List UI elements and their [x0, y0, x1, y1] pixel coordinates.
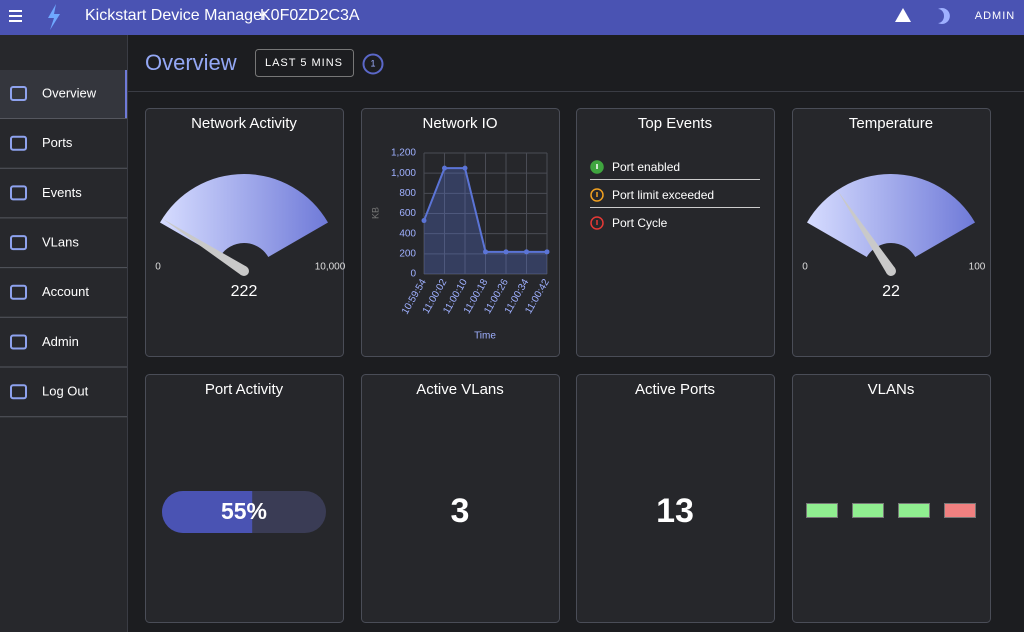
range-label: LAST 5 MINS	[265, 57, 343, 69]
card-title: Temperature	[849, 115, 933, 132]
nav-icon	[10, 235, 27, 251]
card-title: Port Activity	[205, 381, 284, 398]
x-axis-label: Time	[474, 331, 496, 342]
refresh-timer[interactable]	[362, 53, 384, 75]
card	[361, 374, 560, 623]
sidebar	[0, 35, 127, 632]
nav-icon	[10, 86, 27, 101]
nav-item-active	[0, 70, 127, 118]
point	[503, 249, 509, 255]
y-axis-label: KB	[370, 207, 380, 219]
nav-label: Account	[42, 284, 89, 299]
event-icon	[590, 216, 604, 230]
point	[462, 165, 468, 171]
card-title: Network Activity	[191, 115, 297, 132]
y-tick-label: 1,000	[391, 168, 416, 179]
gauge-value: 22	[882, 283, 900, 300]
card	[361, 108, 560, 357]
point	[442, 165, 447, 171]
nav-icon	[10, 384, 27, 400]
gauge-arc	[159, 174, 329, 257]
nav-icon	[10, 185, 27, 201]
app-bar	[0, 0, 1024, 35]
gauge-needle	[837, 190, 896, 274]
menu-button[interactable]	[9, 10, 22, 22]
card-title: Network IO	[422, 115, 497, 132]
progress-fill	[162, 491, 253, 533]
app-title: Kickstart Device Manager	[85, 7, 268, 24]
vlan-status	[898, 503, 930, 518]
event-text: Port limit exceeded	[612, 188, 714, 202]
y-tick-label: 0	[410, 269, 416, 280]
count-value: 13	[656, 492, 694, 530]
card-title: VLANs	[868, 381, 915, 398]
user-menu[interactable]: ADMIN	[975, 10, 1015, 22]
nav-icon	[10, 334, 27, 350]
nav-icon	[10, 135, 27, 151]
area	[424, 168, 547, 274]
gauge-needle	[162, 218, 247, 276]
progress-label: 55%	[221, 498, 267, 524]
page-title: Overview	[145, 50, 237, 75]
y-tick-label: 600	[399, 208, 416, 219]
point	[421, 218, 427, 224]
event-text: Port enabled	[612, 160, 680, 174]
gauge-arc	[806, 174, 976, 257]
nav-label: Admin	[42, 334, 79, 349]
alerts-icon[interactable]	[895, 8, 911, 22]
gauge-max: 100	[969, 262, 986, 273]
nav-label: VLans	[42, 235, 79, 250]
y-tick-label: 1,200	[391, 148, 416, 159]
point	[524, 249, 529, 255]
point	[483, 249, 488, 255]
nav-icon	[10, 284, 27, 300]
y-tick-label: 200	[399, 248, 416, 259]
gauge-value: 222	[231, 283, 258, 300]
nav-label: Log Out	[42, 384, 89, 399]
card	[792, 374, 991, 623]
vlan-status	[852, 503, 884, 518]
gauge-min: 0	[155, 262, 161, 273]
event-text: Port Cycle	[612, 216, 668, 230]
theme-toggle[interactable]	[938, 7, 950, 25]
logo	[48, 4, 60, 30]
y-tick-label: 800	[399, 188, 416, 199]
gauge-min: 0	[802, 262, 808, 273]
gauge-hub	[239, 266, 249, 276]
point	[544, 249, 550, 255]
nav-label: Overview	[42, 85, 97, 100]
card	[576, 374, 775, 623]
vlan-status	[806, 503, 838, 518]
y-tick-label: 400	[399, 228, 416, 239]
card	[576, 108, 775, 357]
card-title: Top Events	[638, 115, 712, 132]
event-icon	[590, 188, 604, 202]
nav-label: Events	[42, 185, 82, 200]
card-title: Active VLans	[416, 381, 504, 398]
device-id: K0F0ZD2C3A	[260, 7, 360, 24]
range-button[interactable]	[255, 49, 354, 77]
count-value: 3	[451, 492, 470, 530]
active-indicator	[125, 70, 127, 118]
refresh-count: 1	[370, 58, 375, 68]
nav-label: Ports	[42, 135, 73, 150]
gauge-hub	[886, 266, 896, 276]
gauge-max: 10,000	[315, 262, 346, 273]
card-title: Active Ports	[635, 381, 715, 398]
vlan-status	[944, 503, 976, 518]
